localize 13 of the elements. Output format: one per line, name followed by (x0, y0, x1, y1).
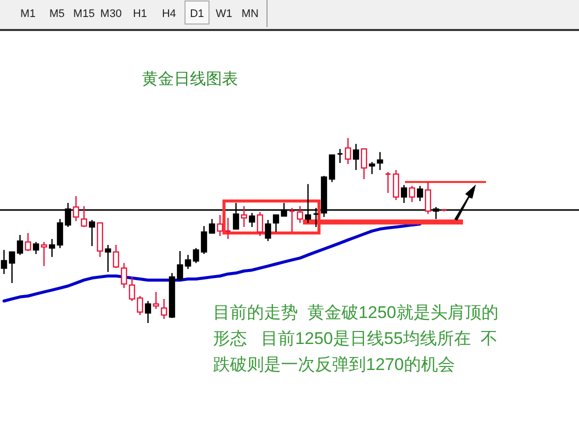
text: M30 (100, 8, 122, 20)
chart-title: 黄金日线图表 (142, 70, 238, 88)
text: M5 (49, 8, 65, 20)
text: H4 (162, 8, 176, 20)
text: M1 (20, 8, 36, 20)
text: H1 (132, 8, 148, 20)
text: 跌破则是一次反弹到1270的机会 (213, 355, 455, 374)
text: MN (241, 8, 259, 20)
annotation: 目前的走势 黄金破1250就是头肩顶的 (213, 303, 498, 322)
text: W1 (216, 8, 232, 20)
text: 形态 目前1250是日线55均线所在 不 (213, 329, 498, 348)
text: D1 (190, 8, 204, 20)
text: M15 (73, 8, 95, 20)
